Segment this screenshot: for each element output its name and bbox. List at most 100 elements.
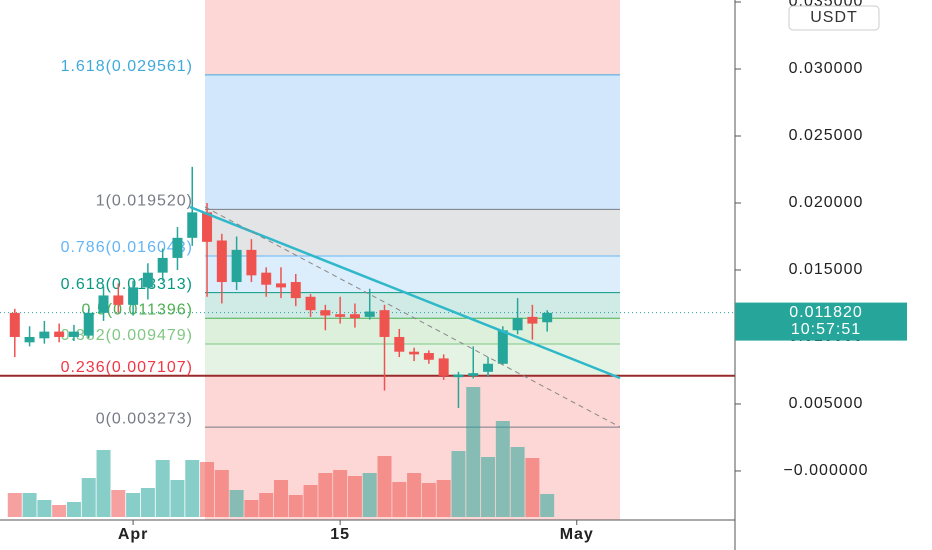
candle-body bbox=[512, 318, 523, 331]
fib-level-label: 0.618(0.013313) bbox=[61, 276, 193, 293]
fib-band bbox=[205, 256, 620, 293]
volume-bar bbox=[510, 447, 525, 517]
fib-level-label: 0(0.003273) bbox=[96, 410, 193, 427]
volume-bar bbox=[362, 473, 377, 517]
fib-level-label: 1(0.019520) bbox=[96, 193, 193, 210]
candle-body bbox=[24, 336, 35, 343]
fib-band bbox=[205, 375, 620, 428]
volume-bar bbox=[407, 473, 422, 517]
fib-level-label: 1.618(0.029561) bbox=[61, 58, 193, 75]
candle-body bbox=[68, 331, 79, 337]
x-tick-label: May bbox=[560, 526, 594, 543]
volume-bar bbox=[7, 493, 22, 517]
candle-body bbox=[202, 212, 213, 242]
volume-bar bbox=[540, 494, 555, 517]
candle-body bbox=[453, 374, 464, 378]
candle-body bbox=[349, 314, 360, 319]
volume-bar bbox=[436, 480, 451, 517]
candle-body bbox=[187, 212, 198, 238]
candle-body bbox=[290, 282, 301, 299]
candle-body bbox=[98, 295, 109, 313]
volume-bar bbox=[451, 451, 466, 517]
last-price-box bbox=[735, 302, 907, 341]
fib-retracement: 1.618(0.029561) 1(0.019520) 0.786(0.016043… bbox=[0, 0, 735, 520]
volume-bar bbox=[347, 476, 362, 517]
volume-bar bbox=[333, 470, 348, 517]
candle-body bbox=[438, 358, 449, 376]
volume-bar bbox=[96, 450, 111, 517]
volume-bar bbox=[22, 493, 37, 517]
plot bbox=[0, 166, 735, 517]
y-tick-label: 0.005000 bbox=[789, 395, 864, 412]
volume-bar bbox=[481, 457, 496, 517]
volume-bar bbox=[421, 483, 436, 517]
time-axis-bg bbox=[0, 520, 735, 550]
candle-body bbox=[423, 353, 434, 360]
candle-body bbox=[483, 363, 494, 372]
y-tick-label: 0.020000 bbox=[789, 194, 864, 211]
volume-bar bbox=[170, 480, 185, 517]
volume-bar bbox=[229, 490, 244, 517]
candle-body bbox=[54, 331, 65, 337]
volume-bar bbox=[155, 460, 170, 517]
volume-bar bbox=[244, 500, 259, 517]
volume-bar bbox=[288, 495, 303, 517]
candle-body bbox=[542, 312, 553, 323]
volume-bar bbox=[52, 505, 67, 517]
fib-level-label: 0.382(0.009479) bbox=[61, 327, 193, 344]
candle-body bbox=[39, 331, 50, 339]
volume-bar bbox=[318, 473, 333, 517]
last-price: 0.011820 bbox=[789, 304, 863, 321]
candle-body bbox=[246, 249, 257, 276]
candle-body bbox=[394, 336, 405, 352]
candle-body bbox=[128, 287, 139, 305]
volume-bar bbox=[259, 493, 274, 517]
candle-body bbox=[172, 237, 183, 258]
volume-bar bbox=[81, 478, 96, 517]
fib-band bbox=[205, 0, 620, 75]
fib-band bbox=[205, 74, 620, 210]
countdown: 10:57:51 bbox=[791, 321, 861, 338]
candle-body bbox=[9, 312, 20, 337]
candle-body bbox=[216, 240, 227, 283]
fib-band bbox=[205, 343, 620, 376]
candle-body bbox=[231, 249, 242, 283]
price-axis-bg bbox=[735, 0, 932, 550]
candle-body bbox=[305, 296, 316, 311]
volume-bar bbox=[495, 421, 510, 517]
candle-body bbox=[83, 312, 94, 336]
x-tick-label: Apr bbox=[118, 526, 149, 543]
volume-bar bbox=[200, 462, 215, 517]
volume-bar bbox=[185, 460, 200, 517]
y-tick-label: 0.035000 bbox=[789, 0, 864, 10]
volume-bar bbox=[303, 485, 318, 517]
candle-body bbox=[409, 351, 420, 355]
currency: USDT bbox=[810, 9, 858, 26]
candle-body bbox=[320, 310, 331, 316]
candle-body bbox=[157, 257, 168, 273]
fib-level-label: 0.786(0.016043) bbox=[61, 239, 193, 256]
currency-box[interactable] bbox=[788, 5, 880, 31]
candle-body bbox=[364, 311, 375, 317]
candle-body bbox=[335, 314, 346, 317]
y-tick-label: 0.030000 bbox=[789, 60, 864, 77]
volume-bar bbox=[466, 387, 481, 517]
volume-bar bbox=[214, 470, 229, 517]
volume-bar bbox=[111, 490, 126, 517]
fib-band bbox=[205, 209, 620, 257]
candle-body bbox=[113, 295, 124, 305]
volume-bar bbox=[525, 458, 540, 517]
y-tick-label: 0.025000 bbox=[789, 127, 864, 144]
trend-line bbox=[189, 205, 621, 380]
y-tick-label: 0.015000 bbox=[789, 261, 864, 278]
volume-bar bbox=[377, 456, 392, 517]
candle-body bbox=[379, 310, 390, 337]
candle-body bbox=[275, 283, 286, 288]
volume-bar bbox=[37, 500, 52, 517]
y-tick-label: −0.000000 bbox=[783, 462, 868, 479]
dashed-trend-line bbox=[204, 206, 621, 428]
volume-bar bbox=[273, 480, 288, 517]
volume-bar bbox=[126, 493, 141, 517]
candle-body bbox=[261, 272, 272, 285]
volume-bar bbox=[66, 502, 81, 517]
